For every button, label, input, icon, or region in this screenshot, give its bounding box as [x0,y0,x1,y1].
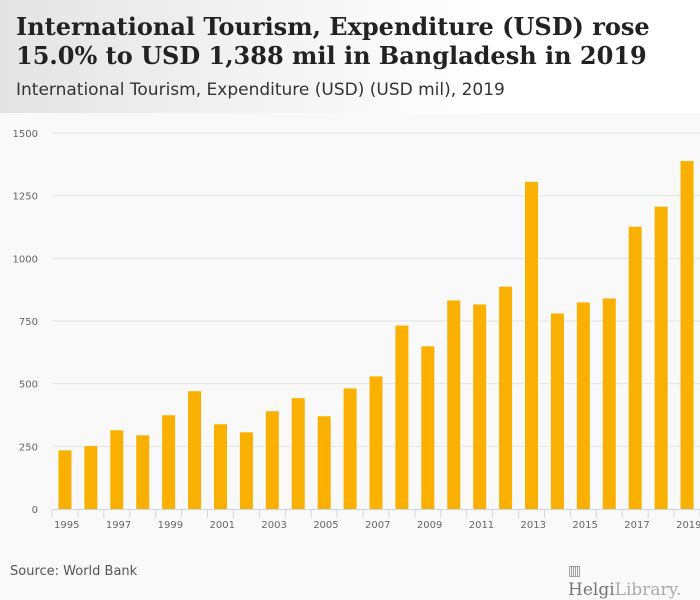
y-tick-label: 1250 [13,192,38,203]
x-tick-label: 2005 [313,520,338,531]
y-tick-label: 0 [32,505,38,516]
x-tick-label: 2011 [469,520,494,531]
page-title: International Tourism, Expenditure (USD)… [16,12,650,70]
bar-1995 [58,450,72,509]
bar-2002 [239,432,253,509]
header: International Tourism, Expenditure (USD)… [0,0,700,113]
x-tick-label: 1995 [54,520,79,531]
bar-2001 [213,424,227,509]
bar-2017 [628,226,642,509]
bar-1999 [162,415,176,509]
bar-chart: 0 250 500 750 1000 1250 1500 1995 1997 1999 2001 20… [13,129,700,531]
bar-2013 [525,181,539,509]
bar-2000 [188,391,202,509]
source-label: Source: World Bank [10,564,138,579]
bar-1998 [136,435,150,509]
bar-2011 [473,304,487,509]
logo-sub: Library. [614,580,682,600]
logo-main: Helgi [568,580,615,600]
bar-1997 [110,430,124,509]
chart-subtitle: International Tourism, Expenditure (USD)… [16,80,505,100]
y-tick-label: 1500 [13,129,38,140]
x-tick-label: 2013 [521,520,546,531]
y-tick-label: 1000 [13,254,38,265]
bar-2003 [265,411,279,509]
bar-2010 [447,300,461,509]
bar-2008 [395,325,409,509]
y-tick-label: 250 [19,442,38,453]
bar-2006 [343,388,357,509]
bar-2009 [421,346,435,509]
bar-2004 [291,398,305,509]
x-tick-label: 1999 [158,520,183,531]
bar-2016 [602,298,616,509]
x-tick-label: 2007 [365,520,390,531]
x-tick-label: 2009 [417,520,442,531]
bar-2019 [680,161,694,510]
bar-2018 [654,206,668,510]
bar-2005 [317,416,331,509]
bar-2007 [369,376,383,509]
y-tick-label: 750 [19,317,38,328]
bar-2012 [499,286,513,509]
x-tick-label: 1997 [106,520,131,531]
x-tick-label: 2019 [676,520,700,531]
bar-2015 [576,302,590,509]
helgi-library-logo[interactable]: ▥ HelgiLibrary. [568,560,700,600]
x-tick-label: 2015 [572,520,597,531]
x-tick-label: 2001 [210,520,235,531]
x-tick-label: 2017 [624,520,649,531]
bar-1996 [84,446,98,509]
logo-icon: ▥ [568,563,582,579]
x-tick-label: 2003 [261,520,286,531]
bar-2014 [550,313,564,509]
y-tick-label: 500 [19,380,38,391]
